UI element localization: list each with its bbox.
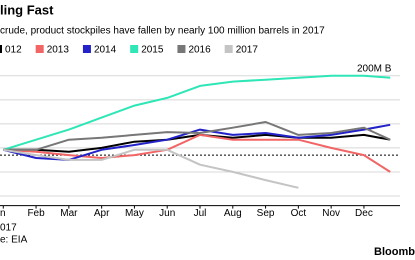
legend-swatch xyxy=(130,45,139,53)
x-tick-label: Jul xyxy=(194,208,207,219)
legend-label: 2013 xyxy=(47,45,70,56)
chart-subtitle: crude, product stockpiles have fallen by… xyxy=(0,26,325,37)
legend-swatch xyxy=(224,45,233,53)
x-tick-label: May xyxy=(125,208,144,219)
series-line xyxy=(3,148,299,189)
x-tick-label: Dec xyxy=(355,208,373,219)
chart-title: ling Fast xyxy=(0,2,54,17)
legend-label: 2016 xyxy=(188,45,211,56)
series-line xyxy=(3,133,391,173)
x-tick-label: Apr xyxy=(94,208,110,219)
x-tick-label: Sep xyxy=(257,208,275,219)
y-tick-label: 200M B xyxy=(357,63,392,74)
x-tick-label: Feb xyxy=(27,208,45,219)
legend-label: 2014 xyxy=(94,45,117,56)
brand: Bloomb xyxy=(374,246,415,258)
series-line xyxy=(3,74,391,151)
x-tick-label: Oct xyxy=(291,208,307,219)
legend-label: 012 xyxy=(5,45,22,56)
legend-swatch xyxy=(82,45,91,53)
legend-swatch xyxy=(35,45,44,53)
source: e: EIA xyxy=(0,235,28,246)
x-sub-label: 017 xyxy=(0,223,17,234)
x-tick-label: Jun xyxy=(159,208,175,219)
legend-swatch xyxy=(177,45,186,53)
x-tick-label: n xyxy=(0,208,6,219)
legend-swatch xyxy=(0,45,2,53)
series-line xyxy=(3,121,391,151)
legend-label: 2017 xyxy=(236,45,259,56)
x-tick-label: Mar xyxy=(60,208,78,219)
x-tick-label: Nov xyxy=(322,208,340,219)
x-tick-label: Aug xyxy=(224,208,242,219)
legend-label: 2015 xyxy=(141,45,164,56)
